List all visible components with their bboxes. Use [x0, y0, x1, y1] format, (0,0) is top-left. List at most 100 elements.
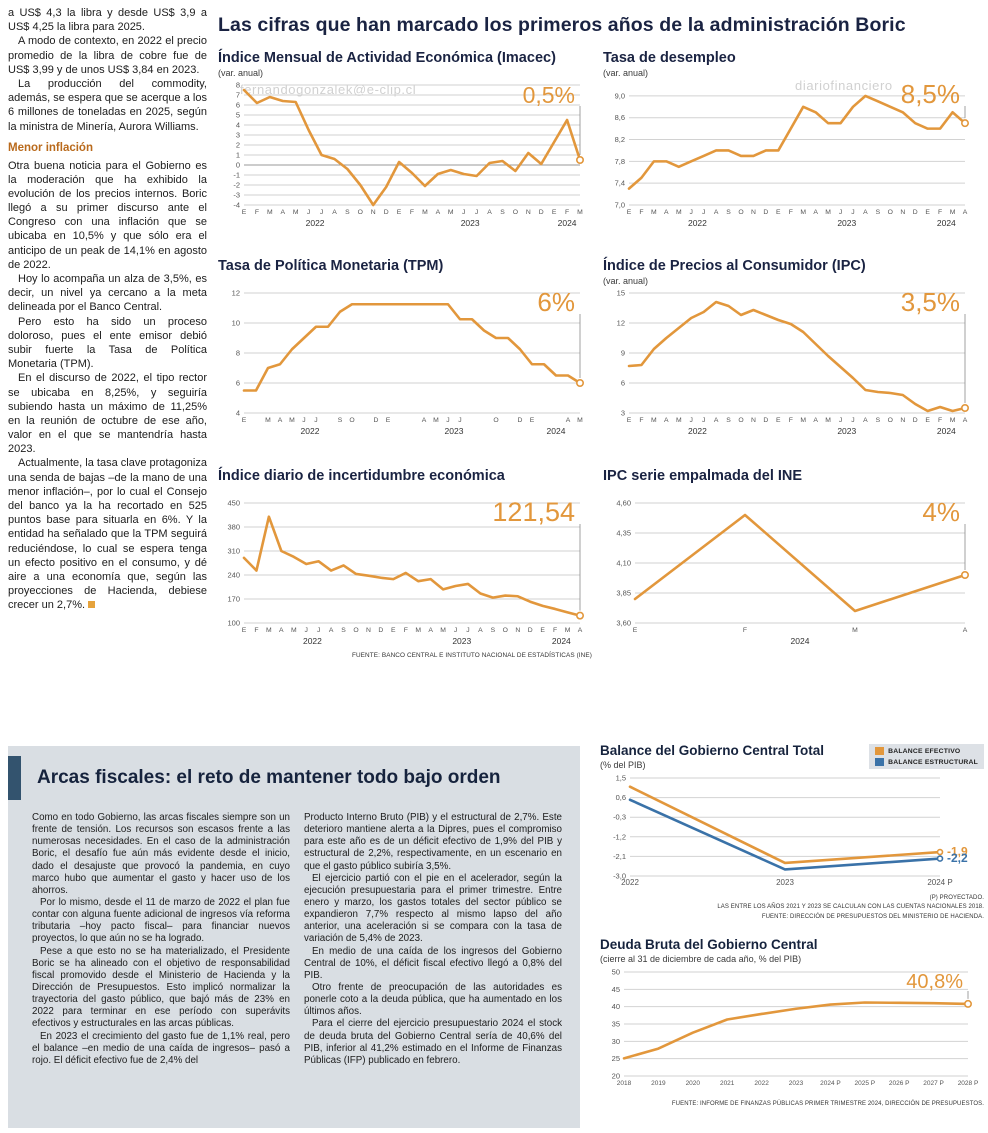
svg-text:-2: -2 [233, 180, 240, 189]
chart-balance: Balance del Gobierno Central Total BALAN… [600, 743, 984, 923]
svg-text:D: D [763, 417, 768, 424]
balance-legend: BALANCE EFECTIVO BALANCE ESTRUCTURAL [869, 744, 984, 769]
svg-text:S: S [345, 209, 350, 216]
svg-text:8,2: 8,2 [615, 135, 625, 144]
source-note-ine: FUENTE: BANCO CENTRAL E INSTITUTO NACION… [351, 652, 592, 659]
svg-text:2024: 2024 [547, 426, 566, 436]
chart-desempleo: Tasa de desempleo (var. anual) 9,0 8,6 8,2… [603, 50, 979, 231]
svg-text:2024: 2024 [558, 218, 577, 228]
svg-text:5: 5 [236, 110, 240, 119]
svg-text:-2,1: -2,1 [613, 852, 626, 861]
balance-note: LAS ENTRE LOS AÑOS 2021 Y 2023 SE CALCUL… [717, 904, 984, 911]
svg-text:N: N [900, 209, 905, 216]
svg-text:S: S [341, 627, 346, 634]
article-paragraph: En el discurso de 2022, el tipo rector s… [8, 372, 207, 456]
svg-text:E: E [776, 209, 781, 216]
svg-text:8,6: 8,6 [615, 113, 625, 122]
svg-text:A: A [813, 417, 818, 424]
svg-text:2028 P: 2028 P [958, 1080, 979, 1087]
svg-text:6: 6 [236, 378, 240, 387]
svg-text:S: S [876, 209, 881, 216]
svg-text:F: F [789, 417, 793, 424]
svg-text:450: 450 [227, 498, 240, 507]
svg-text:J: J [462, 209, 465, 216]
svg-text:A: A [963, 417, 968, 424]
svg-text:M: M [440, 627, 446, 634]
svg-text:S: S [500, 209, 505, 216]
svg-text:D: D [763, 209, 768, 216]
svg-text:2023: 2023 [461, 218, 480, 228]
svg-text:J: J [446, 417, 449, 424]
svg-text:J: J [851, 209, 854, 216]
svg-text:J: J [454, 627, 457, 634]
fiscal-panel: Arcas fiscales: el reto de mantener todo… [8, 746, 580, 1128]
chart-tpm: Tasa de Política Monetaria (TPM) 12 10 8 6 4… [218, 258, 594, 439]
chart-subtitle: (var. anual) [603, 275, 649, 286]
fiscal-header: Arcas fiscales: el reto de mantener todo… [8, 756, 580, 800]
svg-text:N: N [366, 627, 371, 634]
svg-text:M: M [676, 417, 682, 424]
svg-text:E: E [627, 417, 632, 424]
svg-text:M: M [825, 417, 831, 424]
svg-text:-1: -1 [233, 170, 240, 179]
svg-text:O: O [358, 209, 363, 216]
svg-text:N: N [371, 209, 376, 216]
svg-text:8: 8 [236, 348, 240, 357]
svg-text:F: F [938, 417, 942, 424]
svg-text:E: E [242, 627, 247, 634]
svg-text:F: F [410, 209, 414, 216]
chart-subtitle: (% del PIB) [600, 759, 646, 770]
svg-text:8,5%: 8,5% [901, 79, 960, 109]
svg-text:A: A [714, 209, 719, 216]
svg-text:A: A [436, 209, 441, 216]
svg-text:3,60: 3,60 [616, 618, 631, 627]
svg-text:A: A [664, 209, 669, 216]
svg-text:1: 1 [236, 150, 240, 159]
svg-text:-1,9: -1,9 [947, 844, 968, 858]
svg-text:2024: 2024 [937, 426, 956, 436]
svg-text:2023: 2023 [452, 636, 471, 646]
svg-text:M: M [800, 417, 806, 424]
svg-text:J: J [302, 417, 305, 424]
legend-label: BALANCE EFECTIVO [888, 747, 961, 755]
svg-text:E: E [386, 417, 391, 424]
svg-text:J: J [839, 209, 842, 216]
svg-text:9: 9 [621, 348, 625, 357]
svg-text:10: 10 [232, 318, 240, 327]
svg-text:2024: 2024 [937, 218, 956, 228]
svg-text:2022: 2022 [303, 636, 322, 646]
svg-text:O: O [513, 209, 518, 216]
header-accent-bar [8, 756, 21, 800]
svg-text:2022: 2022 [688, 426, 707, 436]
svg-text:E: E [633, 627, 638, 634]
svg-text:M: M [950, 417, 956, 424]
svg-text:2023: 2023 [837, 218, 856, 228]
svg-text:A: A [664, 417, 669, 424]
svg-text:F: F [789, 209, 793, 216]
svg-text:E: E [242, 209, 247, 216]
svg-text:M: M [577, 417, 583, 424]
svg-text:A: A [422, 417, 427, 424]
chart-imacec: Índice Mensual de Actividad Económica (I… [218, 50, 594, 231]
svg-text:D: D [384, 209, 389, 216]
svg-text:O: O [493, 417, 498, 424]
article-column: a US$ 4,3 la libra y desde US$ 3,9 a US$… [8, 6, 207, 613]
svg-text:35: 35 [612, 1019, 620, 1028]
svg-text:2027 P: 2027 P [923, 1080, 944, 1087]
svg-text:O: O [888, 209, 893, 216]
svg-text:J: J [851, 417, 854, 424]
svg-text:12: 12 [232, 288, 240, 297]
fiscal-paragraph: Otro frente de preocupación de las autor… [304, 981, 562, 1018]
svg-text:J: J [307, 209, 310, 216]
svg-text:D: D [913, 417, 918, 424]
svg-text:S: S [726, 209, 731, 216]
svg-text:A: A [280, 209, 285, 216]
fiscal-paragraph: En 2023 el crecimiento del gasto fue de … [32, 1030, 290, 1066]
svg-text:A: A [487, 209, 492, 216]
svg-text:0: 0 [236, 160, 240, 169]
svg-text:4%: 4% [922, 497, 960, 527]
svg-text:F: F [938, 209, 942, 216]
